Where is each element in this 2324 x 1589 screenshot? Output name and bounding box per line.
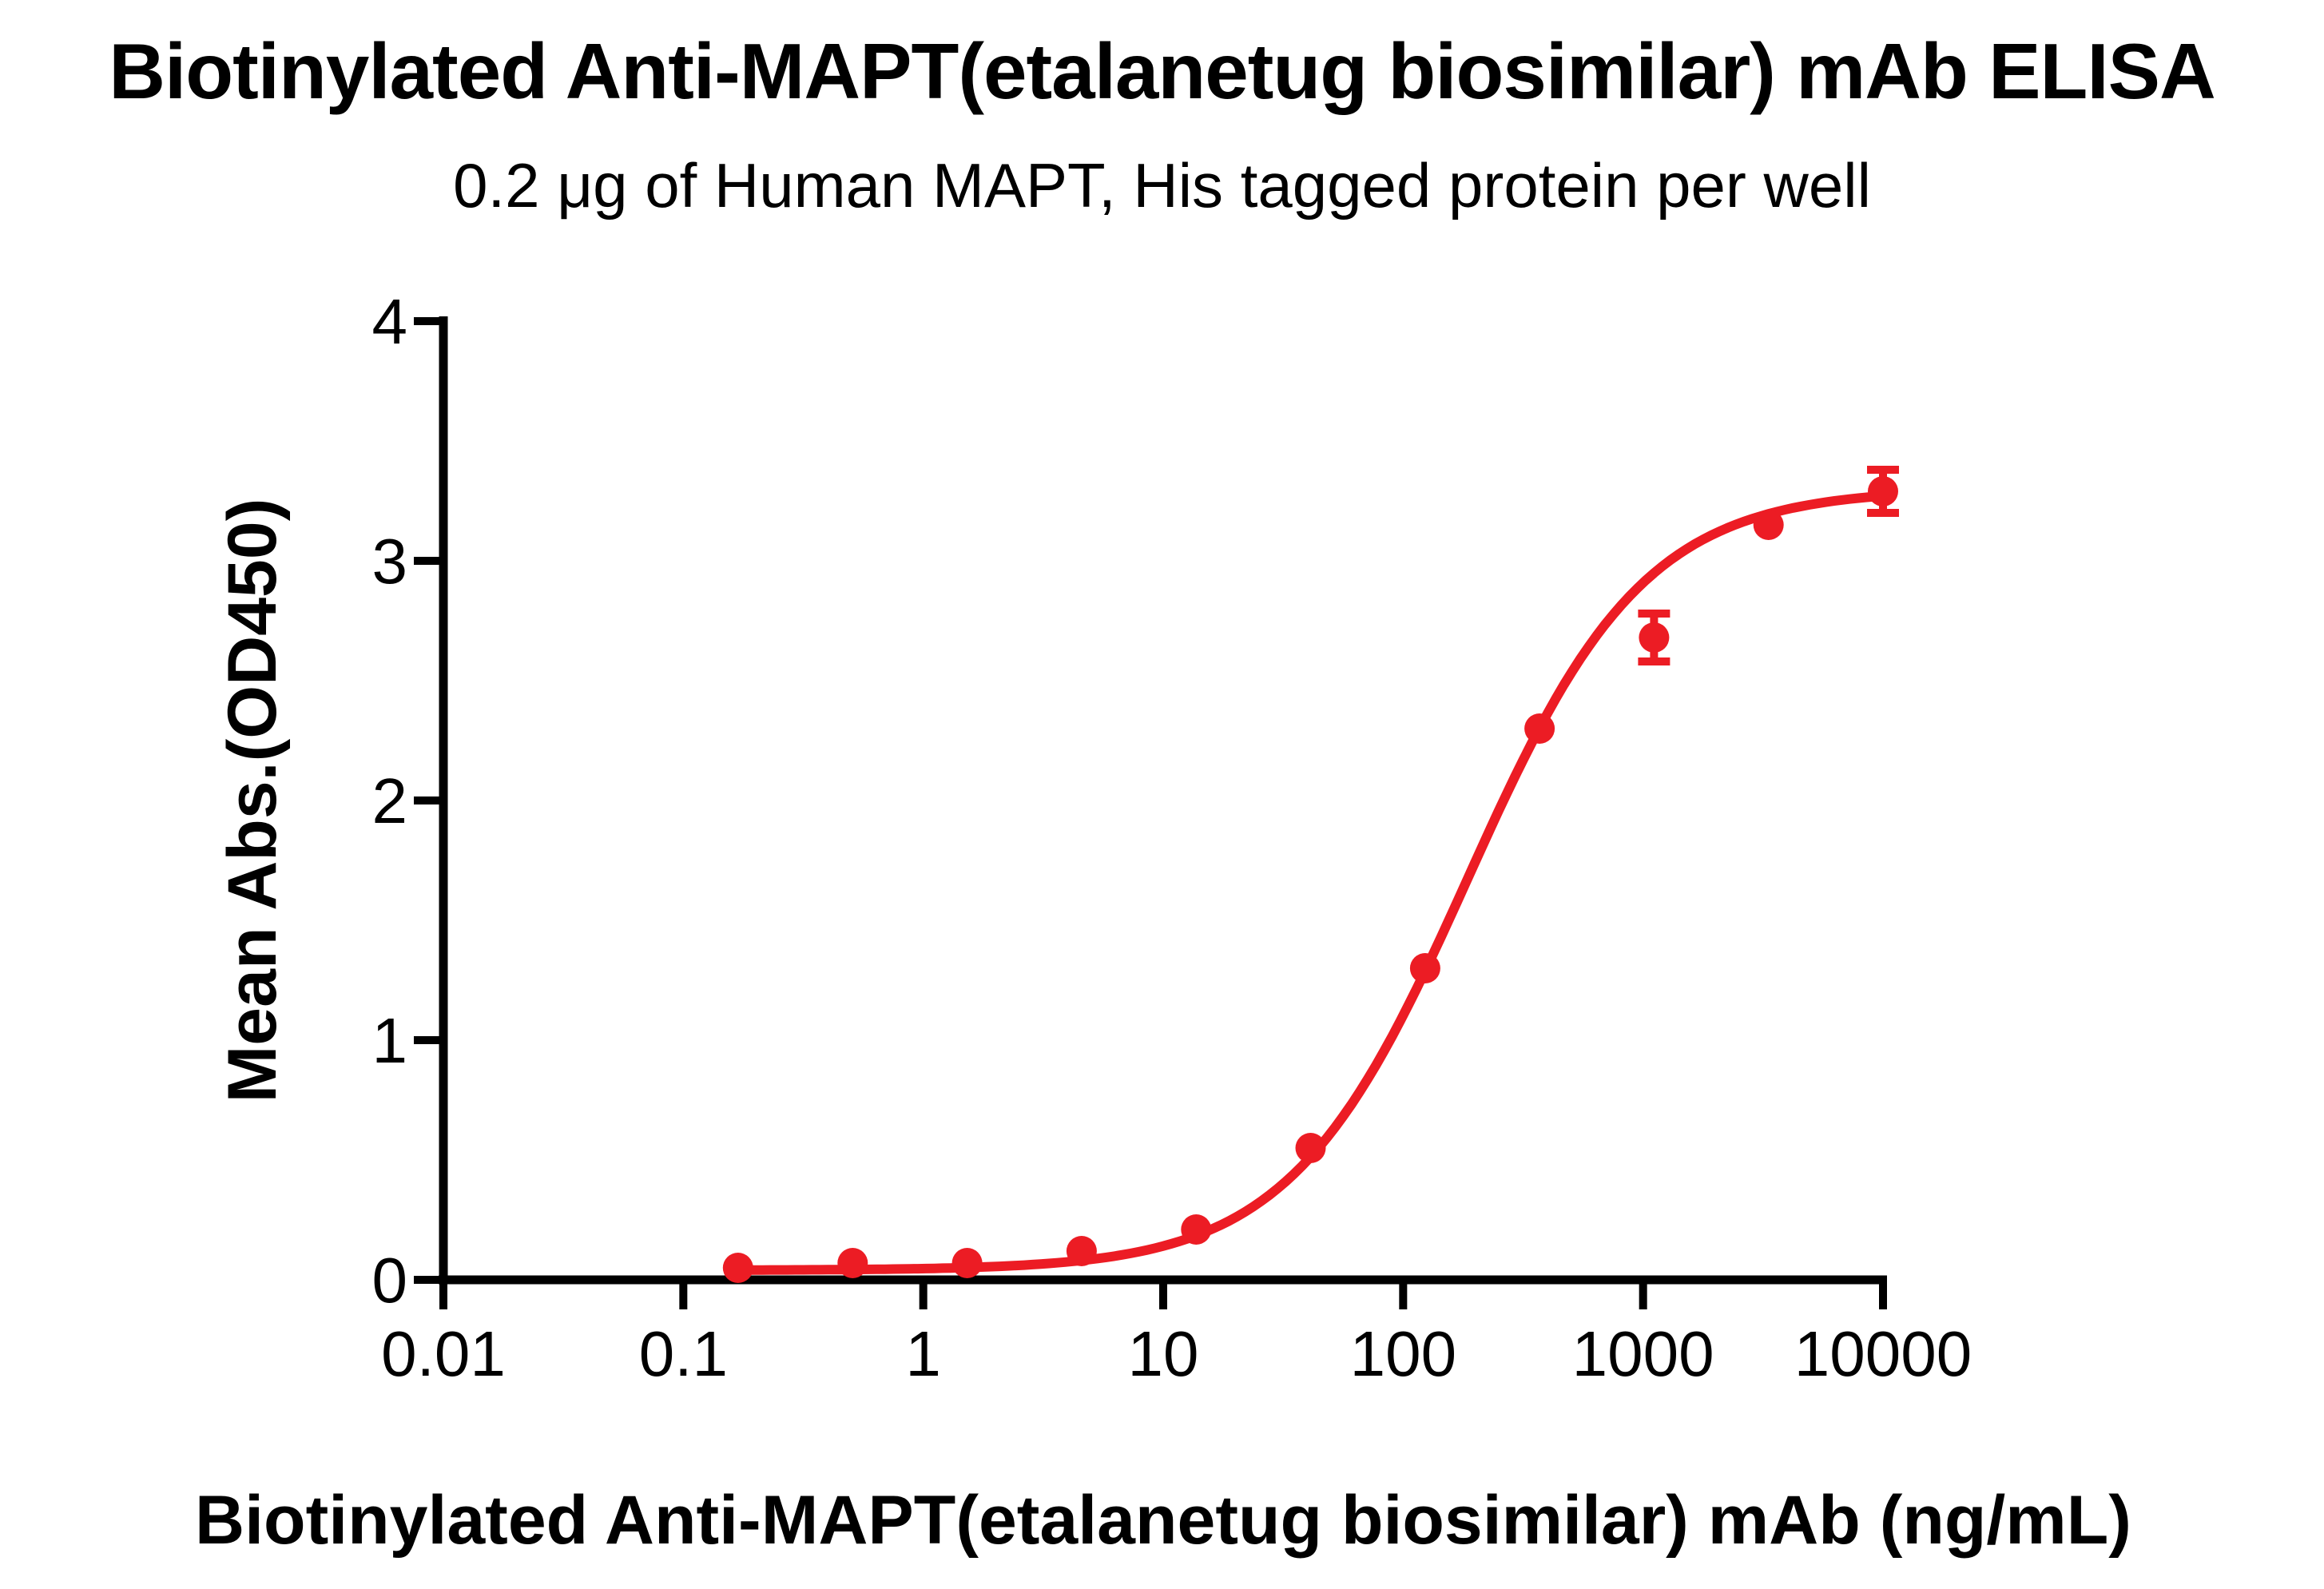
data-point [722,1253,753,1283]
y-tick-label: 2 [372,765,408,836]
x-tick-label: 10000 [1794,1318,1972,1389]
data-point [1639,622,1670,653]
y-tick-labels: 0 1 2 3 4 [372,286,408,1316]
x-tick-labels: 0.01 0.1 1 10 100 1000 10000 [381,1318,1972,1389]
data-point [1181,1214,1212,1245]
y-tick-label: 3 [372,526,408,597]
data-point [1409,953,1440,983]
data-point [1753,510,1784,540]
chart-subtitle: 0.2 μg of Human MAPT, His tagged protein… [453,150,1871,220]
x-tick-label: 1000 [1572,1318,1714,1389]
axes [439,316,1887,1285]
data-point [837,1248,868,1278]
data-point [1868,476,1898,506]
chart-title: Biotinylated Anti-MAPT(etalanetug biosim… [109,27,2216,115]
x-axis-title: Biotinylated Anti-MAPT(etalanetug biosim… [195,1482,2131,1559]
y-tick-label: 4 [372,286,408,357]
data-point [951,1248,983,1278]
x-tick-label: 0.01 [381,1318,506,1389]
y-axis-title: Mean Abs.(OD450) [214,499,291,1103]
data-point [1066,1236,1097,1266]
data-series [722,476,1898,1283]
y-tick-label: 0 [372,1245,408,1316]
data-point [1295,1133,1326,1163]
y-tick-label: 1 [372,1005,408,1076]
x-tick-label: 1 [905,1318,941,1389]
x-tick-label: 100 [1350,1318,1456,1389]
data-point [1524,713,1555,744]
x-tick-label: 0.1 [639,1318,728,1389]
x-tick-label: 10 [1128,1318,1199,1389]
axis-ticks [414,317,1887,1309]
